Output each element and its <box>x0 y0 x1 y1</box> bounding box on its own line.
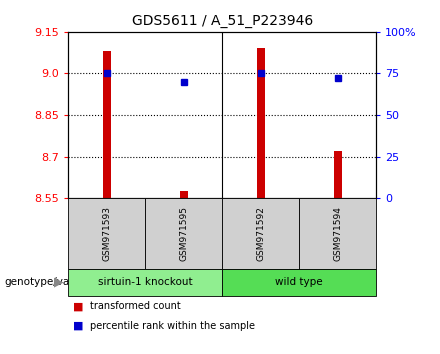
Text: ■: ■ <box>73 321 83 331</box>
Bar <box>103 51 110 198</box>
Text: percentile rank within the sample: percentile rank within the sample <box>90 321 255 331</box>
Bar <box>180 191 187 198</box>
Text: GSM971592: GSM971592 <box>256 206 265 261</box>
Text: GSM971595: GSM971595 <box>179 206 188 261</box>
Text: sirtuin-1 knockout: sirtuin-1 knockout <box>98 277 193 287</box>
Bar <box>257 48 264 198</box>
Text: wild type: wild type <box>275 277 323 287</box>
Text: transformed count: transformed count <box>90 301 181 311</box>
Text: genotype/variation: genotype/variation <box>4 277 103 287</box>
Text: ■: ■ <box>73 301 83 311</box>
Text: ▶: ▶ <box>54 276 64 289</box>
Text: GSM971593: GSM971593 <box>102 206 111 261</box>
Bar <box>334 151 341 198</box>
Text: GSM971594: GSM971594 <box>333 206 342 261</box>
Title: GDS5611 / A_51_P223946: GDS5611 / A_51_P223946 <box>132 14 313 28</box>
